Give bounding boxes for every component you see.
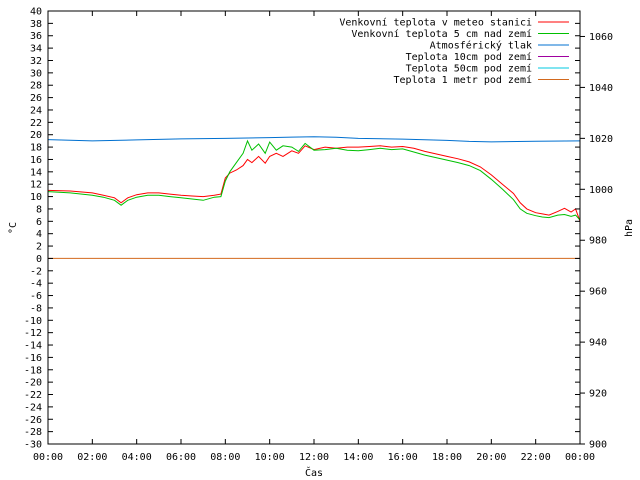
y-left-tick-label: 28 [30, 81, 42, 92]
y-right-tick-label: 1020 [589, 134, 613, 145]
y-left-tick-label: 34 [30, 44, 42, 55]
y-axis-left-ticks: 4038363432302826242220181614121086420-2-… [24, 7, 580, 451]
y-left-tick-label: 20 [30, 130, 42, 141]
legend: Venkovní teplota v meteo staniciVenkovní… [339, 17, 569, 86]
y-left-tick-label: -14 [24, 341, 42, 352]
y-left-tick-label: -24 [24, 402, 42, 413]
y-left-tick-label: 2 [36, 242, 42, 253]
y-left-tick-label: -16 [24, 353, 42, 364]
y-left-tick-label: 26 [30, 93, 42, 104]
y-right-tick-label: 1040 [589, 83, 613, 94]
y-left-tick-label: -28 [24, 427, 42, 438]
y-left-tick-label: 22 [30, 118, 42, 129]
y-left-tick-label: 14 [30, 167, 42, 178]
y-left-tick-label: 36 [30, 31, 42, 42]
y-right-tick-label: 920 [589, 389, 607, 400]
legend-label: Teplota 50cm pod zemí [406, 63, 532, 75]
y-left-tick-label: -12 [24, 328, 42, 339]
y-left-tick-label: 12 [30, 180, 42, 191]
y-left-tick-label: -22 [24, 390, 42, 401]
y-left-tick-label: 38 [30, 19, 42, 30]
x-tick-label: 18:00 [432, 452, 462, 463]
y-left-tick-label: 0 [36, 254, 42, 265]
legend-label: Teplota 1 metr pod zemí [394, 74, 532, 86]
y-right-tick-label: 1000 [589, 185, 613, 196]
y-right-tick-label: 940 [589, 338, 607, 349]
y-left-tick-label: 10 [30, 192, 42, 203]
legend-label: Venkovní teplota 5 cm nad zemí [351, 28, 532, 40]
y-left-tick-label: 6 [36, 217, 42, 228]
y-left-tick-label: -30 [24, 440, 42, 451]
x-tick-label: 00:00 [565, 452, 595, 463]
legend-label: Atmosférický tlak [430, 40, 532, 52]
y-right-tick-label: 900 [589, 440, 607, 451]
y-left-tick-label: -4 [30, 279, 42, 290]
y-left-tick-label: 24 [30, 105, 42, 116]
y-left-tick-label: -20 [24, 378, 42, 389]
y-left-tick-label: -6 [30, 291, 42, 302]
y-right-tick-label: 960 [589, 287, 607, 298]
x-tick-label: 20:00 [476, 452, 506, 463]
x-tick-label: 08:00 [210, 452, 240, 463]
x-tick-label: 02:00 [77, 452, 107, 463]
y-left-tick-label: 30 [30, 68, 42, 79]
x-tick-label: 00:00 [33, 452, 63, 463]
x-tick-label: 06:00 [166, 452, 196, 463]
y-axis-right-label: hPa [624, 219, 635, 237]
y-axis-left-label: °C [8, 222, 19, 234]
x-tick-label: 14:00 [343, 452, 373, 463]
x-tick-label: 16:00 [388, 452, 418, 463]
y-left-tick-label: 4 [36, 229, 42, 240]
x-tick-label: 04:00 [122, 452, 152, 463]
y-left-tick-label: -26 [24, 415, 42, 426]
y-right-tick-label: 1060 [589, 32, 613, 43]
y-right-tick-label: 980 [589, 236, 607, 247]
plot-lines [47, 136, 581, 259]
y-left-tick-label: 8 [36, 204, 42, 215]
y-left-tick-label: -8 [30, 303, 42, 314]
y-left-tick-label: -18 [24, 365, 42, 376]
y-left-tick-label: 32 [30, 56, 42, 67]
x-tick-label: 22:00 [521, 452, 551, 463]
x-tick-label: 12:00 [299, 452, 329, 463]
series-line-venkovn-teplota-5-cm-nad-zem- [47, 139, 581, 221]
y-left-tick-label: 18 [30, 143, 42, 154]
y-left-tick-label: 16 [30, 155, 42, 166]
y-left-tick-label: -2 [30, 266, 42, 277]
y-left-tick-label: 40 [30, 7, 42, 18]
series-line-venkovn-teplota-v-meteo-stanici [47, 145, 581, 222]
series-line-atmosf-rick-tlak [47, 136, 581, 143]
x-axis-label: Čas [305, 466, 323, 479]
x-axis-ticks: 00:00 02:00 04:00 06:00 08:00 10:00 12:00 14:00… [33, 11, 595, 463]
legend-label: Teplota 10cm pod zemí [406, 51, 532, 63]
x-tick-label: 10:00 [255, 452, 285, 463]
y-axis-right-ticks: 1060 1040 1020 1000 980 960 940 920 900 [580, 32, 613, 451]
legend-label: Venkovní teplota v meteo stanici [339, 17, 532, 29]
y-left-tick-label: -10 [24, 316, 42, 327]
